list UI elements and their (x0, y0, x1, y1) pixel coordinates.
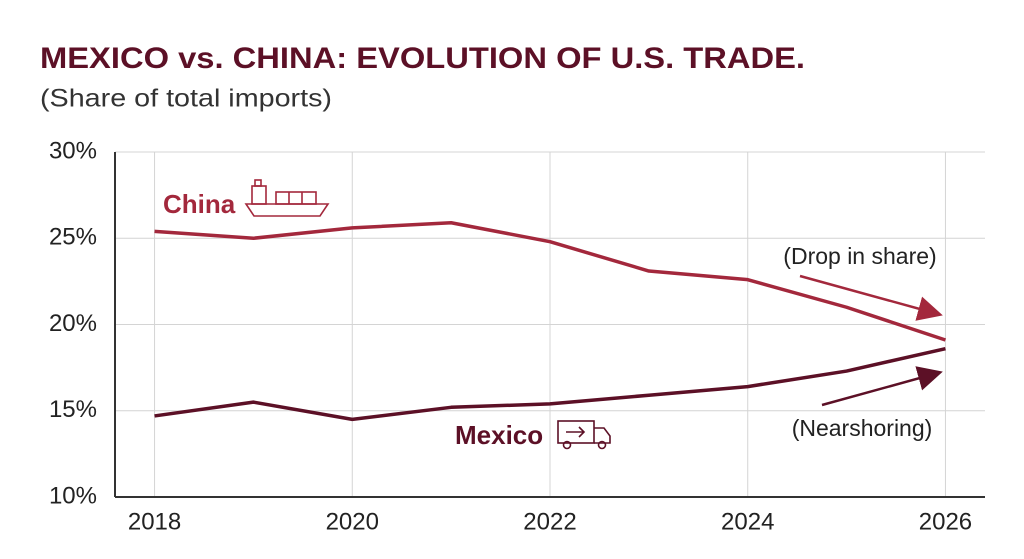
x-tick-label: 2024 (721, 508, 774, 535)
annotations: (Drop in share) (Nearshoring) (783, 243, 943, 441)
y-tick-label: 20% (49, 310, 97, 337)
arrow (799, 274, 943, 321)
series-line (154, 346, 946, 422)
x-tick-label: 2020 (326, 508, 379, 535)
annotation: (Nearshoring) (792, 415, 933, 441)
arrow (821, 366, 943, 407)
ship-icon (244, 179, 330, 217)
y-tick-label: 10% (49, 482, 97, 509)
lines (154, 220, 947, 422)
x-tick-label: 2022 (523, 508, 576, 535)
legend-label: Mexico (455, 420, 543, 450)
annotation: (Drop in share) (783, 243, 936, 269)
truck-icon (557, 420, 611, 450)
chart-title: MEXICO vs. CHINA: EVOLUTION OF U.S. TRAD… (40, 42, 805, 75)
y-tick-label: 25% (49, 224, 97, 251)
series-line (154, 220, 947, 342)
x-tick-label: 2026 (919, 508, 972, 535)
legend-label: China (163, 189, 236, 219)
y-tick-label: 30% (49, 137, 97, 164)
y-tick-label: 15% (49, 396, 97, 423)
x-tick-label: 2018 (128, 508, 181, 535)
chart-subtitle: (Share of total imports) (40, 85, 332, 113)
